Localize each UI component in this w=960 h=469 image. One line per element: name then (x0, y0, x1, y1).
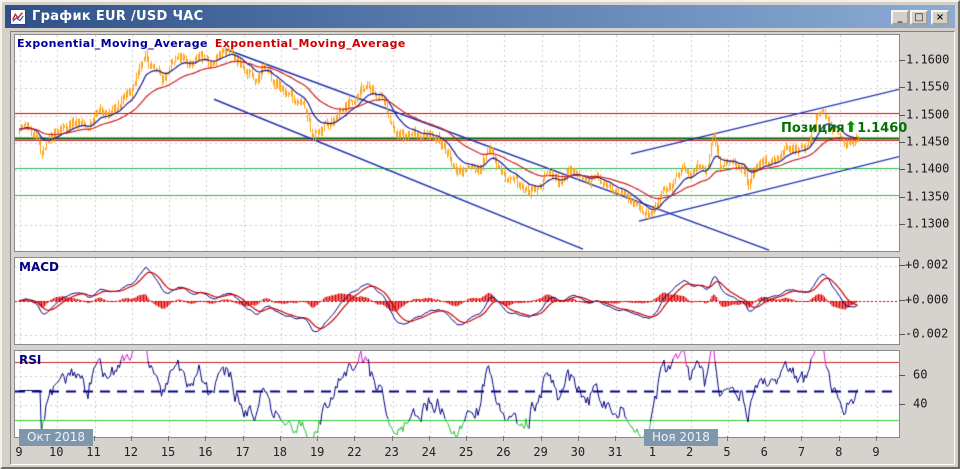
rsi-canvas[interactable] (15, 351, 899, 437)
rsi-panel (14, 350, 900, 438)
rsi-label: RSI (19, 353, 42, 367)
minimize-button[interactable]: _ (891, 10, 909, 25)
macd-panel (14, 257, 900, 345)
up-arrow-icon: ⬆ (844, 118, 858, 136)
position-marker: Позиция⬆1.1460 (781, 118, 908, 137)
price-chart-canvas[interactable] (15, 35, 899, 251)
window-title: График EUR /USD ЧАС (32, 9, 204, 24)
close-button[interactable]: × (931, 10, 949, 25)
ema-legend-red: Exponential_Moving_Average (214, 37, 406, 50)
position-marker-text: Позиция (781, 121, 845, 136)
title-bar[interactable]: График EUR /USD ЧАС _ □ × (5, 5, 955, 28)
macd-canvas[interactable] (15, 258, 899, 344)
position-marker-value: 1.1460 (857, 121, 908, 136)
macd-label: MACD (19, 260, 59, 274)
ema-legend-blue: Exponential_Moving_Average (17, 37, 208, 50)
chart-icon (10, 8, 26, 25)
indicator-legend: Exponential_Moving_Average Exponential_Mo… (17, 37, 413, 50)
maximize-button[interactable]: □ (910, 10, 928, 25)
price-chart-panel (14, 34, 900, 252)
